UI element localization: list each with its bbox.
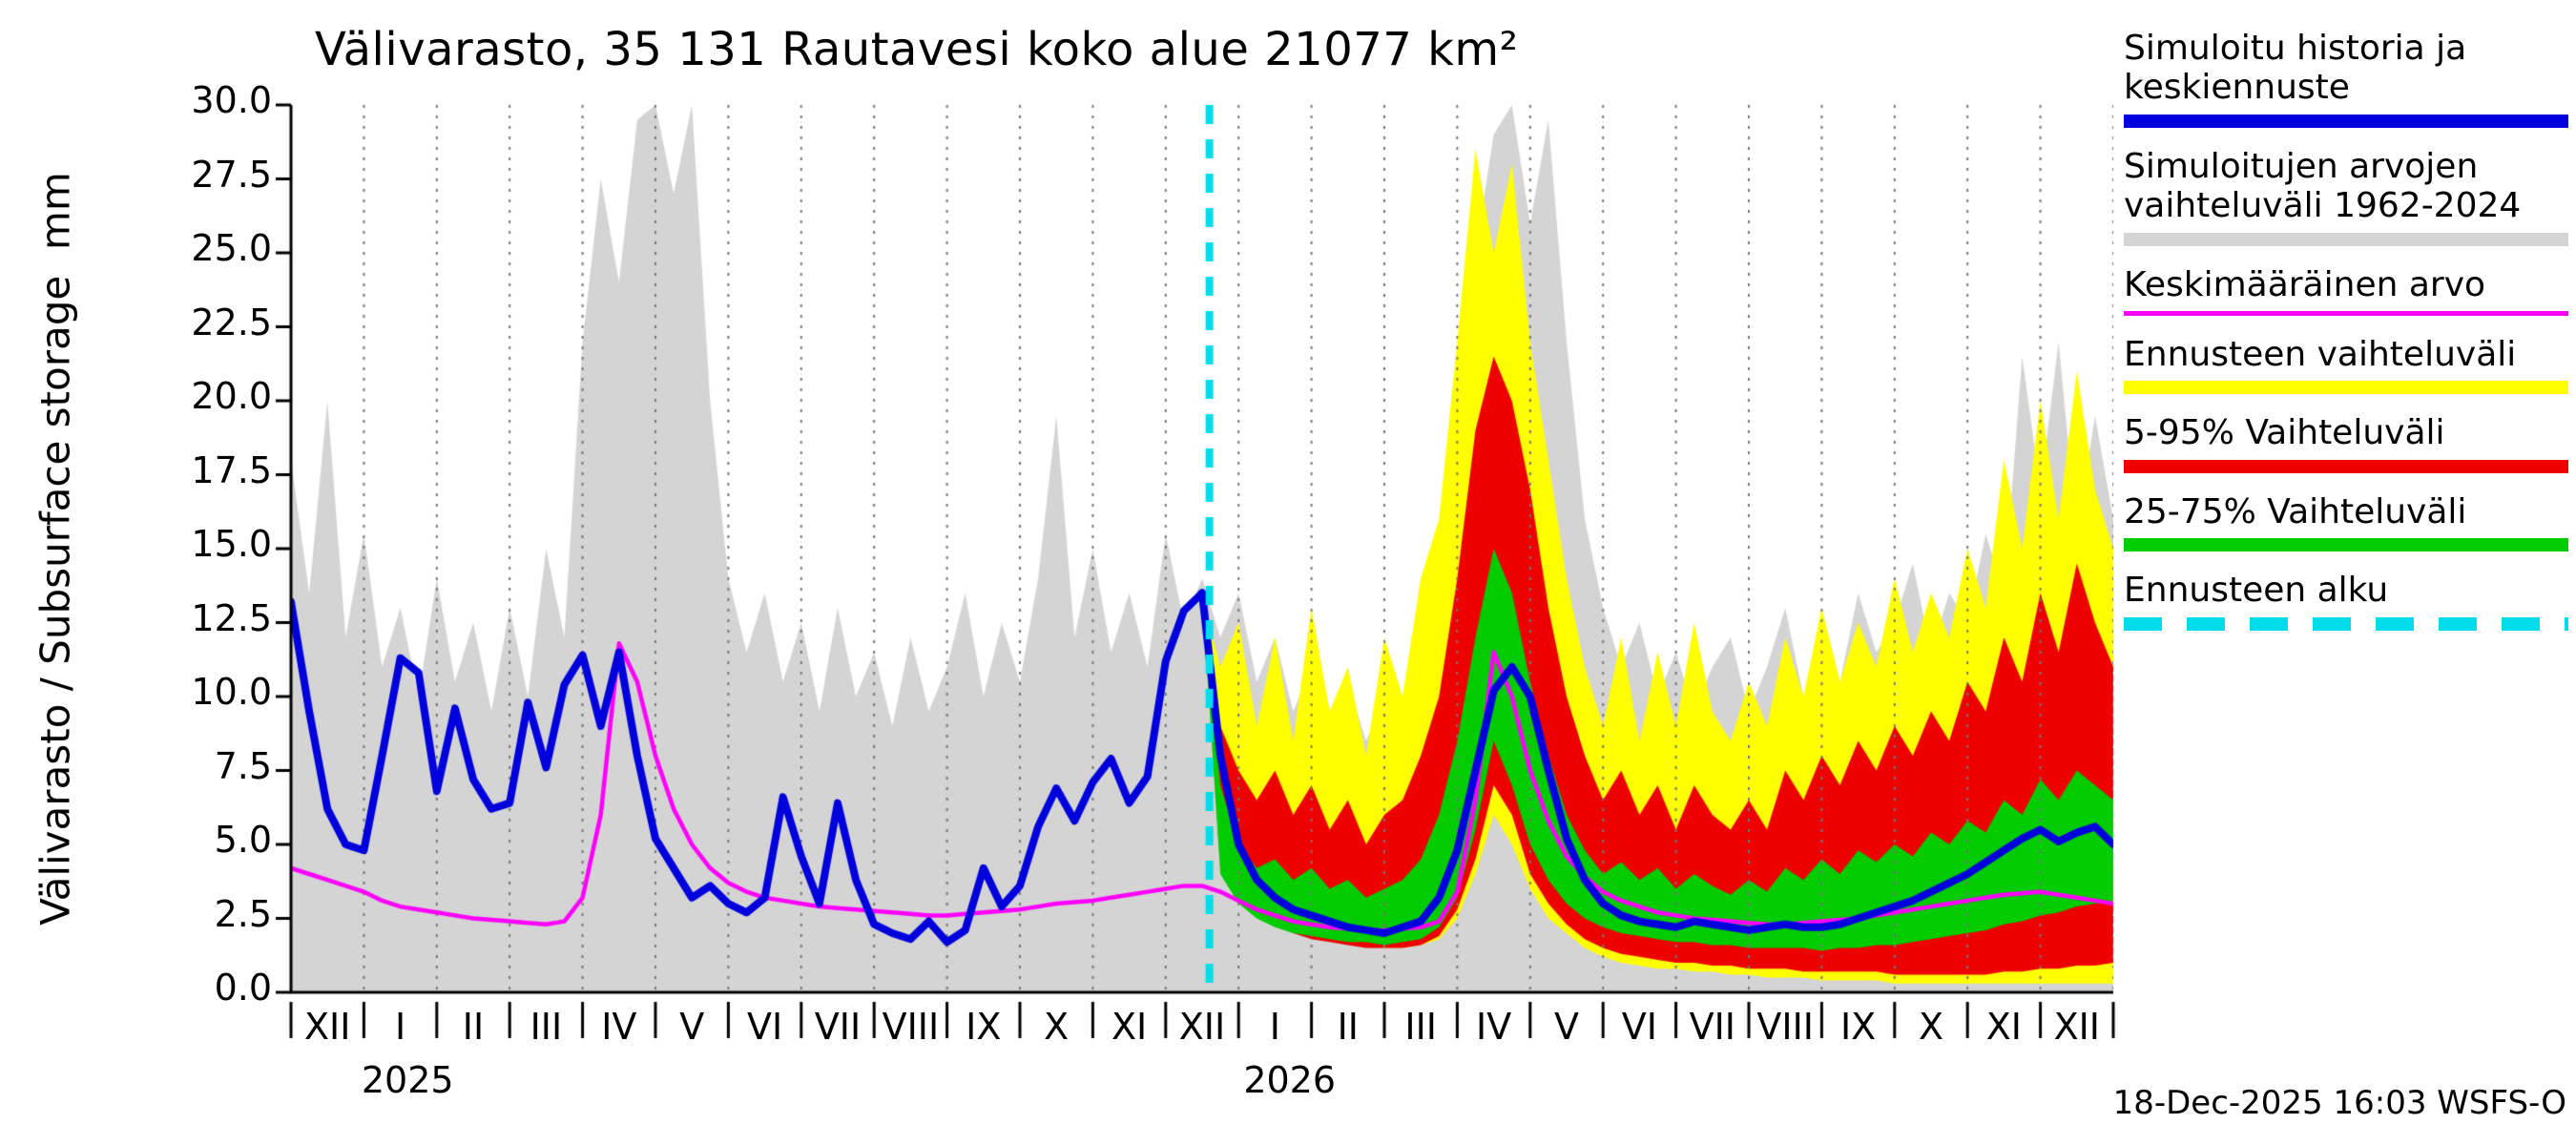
x-month-label: VI bbox=[1621, 1006, 1657, 1048]
x-month-label: XII bbox=[303, 1006, 351, 1048]
x-month-label: IX bbox=[1839, 1006, 1877, 1048]
y-tick-label: 10.0 bbox=[191, 671, 272, 713]
x-month-label: III bbox=[530, 1006, 563, 1048]
x-month-label: VIII bbox=[882, 1006, 940, 1048]
y-tick-label: 27.5 bbox=[191, 153, 272, 196]
legend-label-forecast-range: Ennusteen vaihteluväli bbox=[2124, 334, 2517, 374]
x-month-label: IV bbox=[1475, 1006, 1512, 1048]
x-month-label: XII bbox=[2053, 1006, 2101, 1048]
y-tick-label: 2.5 bbox=[214, 892, 272, 935]
x-month-label: VII bbox=[1689, 1006, 1735, 1048]
legend: Simuloitu historia ja keskiennuste Simul… bbox=[2124, 29, 2568, 650]
y-tick-label: 25.0 bbox=[191, 227, 272, 269]
range-25-75-color-swatch bbox=[2124, 538, 2568, 552]
x-month-label: V bbox=[679, 1006, 705, 1048]
forecast-range-color-swatch bbox=[2124, 381, 2568, 395]
legend-item-forecast-range: Ennusteen vaihteluväli bbox=[2124, 334, 2568, 395]
legend-label-sim-range: Simuloitujen arvojen vaihteluväli 1962-2… bbox=[2124, 146, 2522, 226]
x-month-label: I bbox=[394, 1006, 406, 1048]
y-tick-label: 0.0 bbox=[214, 967, 272, 1009]
y-tick-label: 20.0 bbox=[191, 375, 272, 417]
x-month-label: XII bbox=[1178, 1006, 1226, 1048]
y-tick-label: 12.5 bbox=[191, 596, 272, 639]
y-tick-label: 5.0 bbox=[214, 819, 272, 861]
legend-item-mean-value: Keskimääräinen arvo bbox=[2124, 265, 2568, 316]
legend-item-range-25-75: 25-75% Vaihteluväli bbox=[2124, 492, 2568, 552]
legend-item-sim-history: Simuloitu historia ja keskiennuste bbox=[2124, 29, 2568, 128]
chart-title: Välivarasto, 35 131 Rautavesi koko alue … bbox=[315, 23, 1519, 76]
x-month-label: IX bbox=[966, 1006, 1002, 1048]
legend-item-sim-range: Simuloitujen arvojen vaihteluväli 1962-2… bbox=[2124, 147, 2568, 246]
x-year-label: 2025 bbox=[361, 1059, 454, 1101]
x-month-label: III bbox=[1404, 1006, 1437, 1048]
x-month-label: VII bbox=[814, 1006, 862, 1048]
x-month-label: XI bbox=[1111, 1006, 1148, 1048]
x-month-label: V bbox=[1554, 1006, 1579, 1048]
x-month-label: XI bbox=[1985, 1006, 2023, 1048]
mean-value-color-swatch bbox=[2124, 310, 2568, 316]
y-tick-label: 7.5 bbox=[214, 744, 272, 787]
y-tick-label: 30.0 bbox=[191, 79, 272, 121]
y-tick-label: 15.0 bbox=[191, 523, 272, 565]
legend-label-sim-history: Simuloitu historia ja keskiennuste bbox=[2124, 29, 2467, 108]
sim-range-color-swatch bbox=[2124, 232, 2568, 246]
y-tick-label: 22.5 bbox=[191, 301, 272, 344]
y-axis-label: Välivarasto / Subsurface storage mm bbox=[31, 172, 79, 926]
sim-history-color-swatch bbox=[2124, 114, 2568, 128]
legend-label-range-25-75: 25-75% Vaihteluväli bbox=[2124, 491, 2467, 531]
x-month-label: II bbox=[1337, 1006, 1359, 1048]
x-month-label: II bbox=[462, 1006, 485, 1048]
legend-label-forecast-start: Ennusteen alku bbox=[2124, 571, 2389, 611]
y-tick-label: 17.5 bbox=[191, 448, 272, 491]
legend-item-range-5-95: 5-95% Vaihteluväli bbox=[2124, 413, 2568, 473]
x-month-label: X bbox=[1044, 1006, 1070, 1048]
x-month-label: I bbox=[1269, 1006, 1280, 1048]
forecast-start-color-swatch bbox=[2124, 616, 2568, 631]
x-month-label: IV bbox=[601, 1006, 637, 1048]
x-month-label: X bbox=[1918, 1006, 1944, 1048]
range-5-95-color-swatch bbox=[2124, 459, 2568, 473]
legend-item-forecast-start: Ennusteen alku bbox=[2124, 571, 2568, 631]
x-month-label: VI bbox=[746, 1006, 783, 1048]
legend-label-mean-value: Keskimääräinen arvo bbox=[2124, 264, 2486, 304]
legend-label-range-5-95: 5-95% Vaihteluväli bbox=[2124, 413, 2445, 453]
timestamp: 18-Dec-2025 16:03 WSFS-O bbox=[2112, 1084, 2566, 1122]
x-year-label: 2026 bbox=[1243, 1059, 1337, 1101]
x-month-label: VIII bbox=[1756, 1006, 1814, 1048]
